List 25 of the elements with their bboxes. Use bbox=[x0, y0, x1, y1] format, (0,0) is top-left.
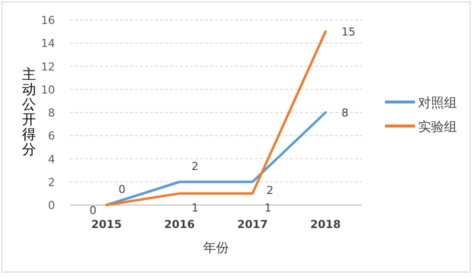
x-tick-label: 2018 bbox=[310, 218, 341, 231]
y-tick-label: 0 bbox=[48, 199, 55, 212]
data-label: 2 bbox=[192, 160, 198, 173]
x-tick-label: 2016 bbox=[164, 218, 196, 231]
x-tick-label: 2017 bbox=[237, 218, 268, 231]
data-label: 8 bbox=[342, 106, 348, 120]
y-tick-label: 6 bbox=[48, 130, 55, 143]
y-tick-label: 12 bbox=[41, 60, 55, 74]
data-label: 1 bbox=[192, 201, 198, 214]
data-label: 15 bbox=[342, 26, 356, 39]
x-axis-title: 年份 bbox=[203, 241, 229, 256]
data-label: 1 bbox=[264, 201, 272, 214]
x-tick-label: 2015 bbox=[91, 218, 122, 231]
y-tick-label: 4 bbox=[48, 152, 55, 166]
legend-label: 实验组 bbox=[418, 120, 457, 135]
y-tick-label: 16 bbox=[41, 14, 55, 27]
data-label: 0 bbox=[118, 183, 126, 196]
legend-label: 对照组 bbox=[418, 96, 457, 111]
y-tick-label: 8 bbox=[48, 106, 55, 120]
data-label: 0 bbox=[90, 204, 96, 217]
data-label: 2 bbox=[266, 184, 274, 197]
y-tick-label: 2 bbox=[48, 176, 55, 189]
y-tick-label: 14 bbox=[41, 37, 55, 50]
y-axis-title: 主动公开得分 bbox=[22, 67, 36, 158]
y-tick-label: 10 bbox=[41, 83, 55, 96]
